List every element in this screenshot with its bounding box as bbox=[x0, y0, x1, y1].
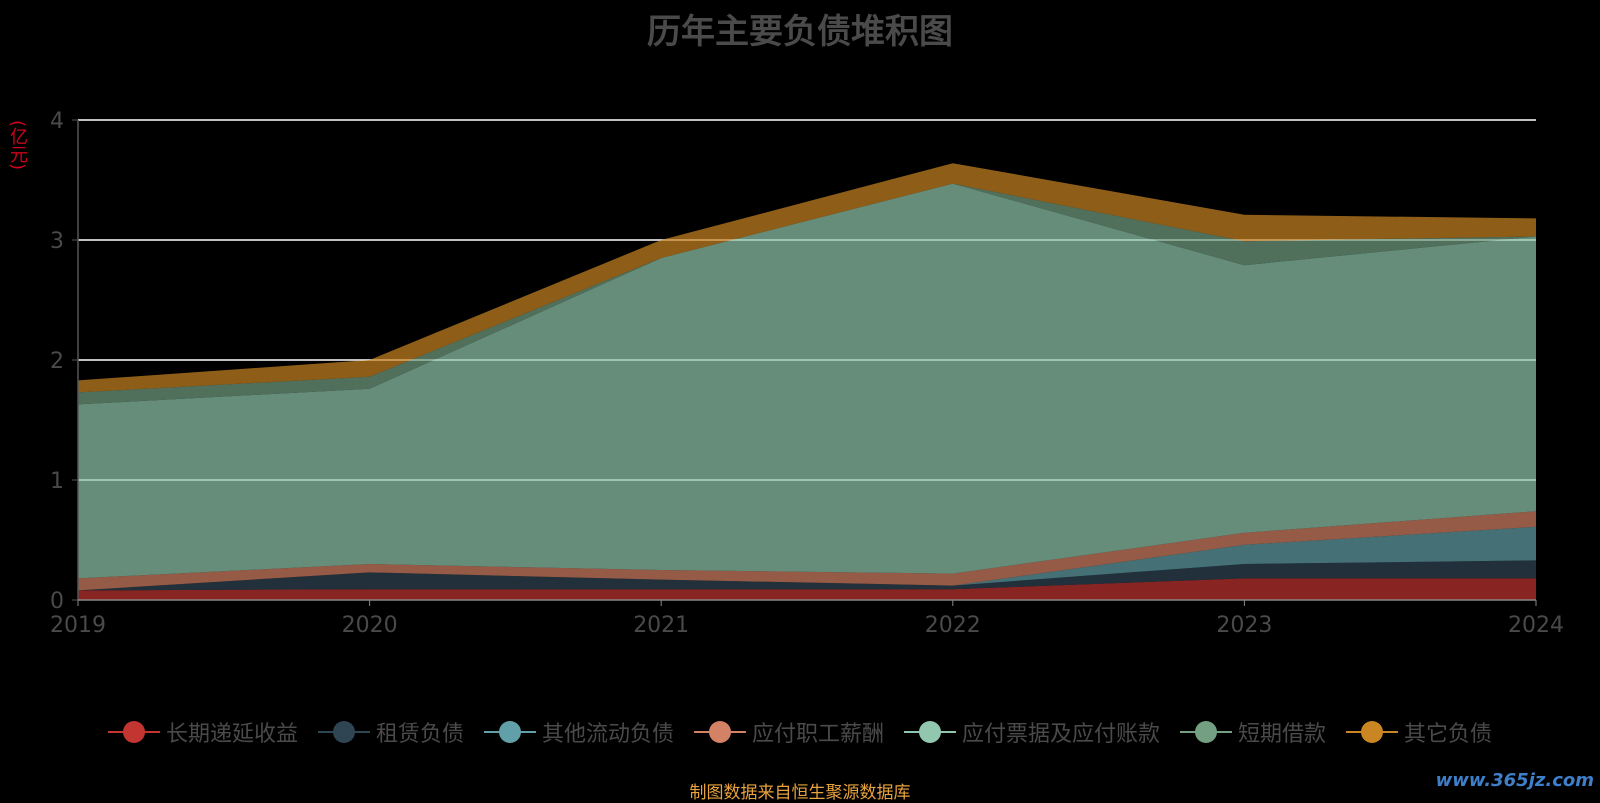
legend-label: 其他流动负债 bbox=[541, 722, 674, 747]
legend-item[interactable]: 租赁负债 bbox=[317, 716, 464, 748]
legend-label: 应付职工薪酬 bbox=[751, 722, 884, 747]
x-tick-label: 2019 bbox=[50, 613, 106, 638]
legend-item[interactable]: 长期递延收益 bbox=[107, 716, 298, 748]
area-series-4 bbox=[78, 183, 1536, 579]
legend-item[interactable]: 其他流动负债 bbox=[483, 716, 674, 748]
x-tick-label: 2024 bbox=[1508, 613, 1564, 638]
legend-label: 其它负债 bbox=[1404, 722, 1493, 747]
y-tick-label: 1 bbox=[50, 469, 64, 494]
legend-item[interactable]: 应付票据及应付账款 bbox=[904, 716, 1160, 748]
legend-label: 租赁负债 bbox=[375, 722, 464, 747]
area-series-6 bbox=[78, 163, 1536, 393]
legend-label: 长期递延收益 bbox=[165, 722, 298, 747]
area-series-1 bbox=[78, 560, 1536, 591]
stacked-area-chart: 0 1 2 3 4 2019 2020 2021 2022 2023 2024 bbox=[50, 109, 1564, 638]
y-tick-label: 2 bbox=[50, 349, 64, 374]
chart-title: 历年主要负债堆积图 bbox=[647, 12, 953, 52]
y-tick-label: 4 bbox=[50, 109, 64, 134]
area-series-group bbox=[78, 163, 1536, 600]
legend-marker-icon bbox=[1180, 720, 1233, 744]
area-series-2 bbox=[78, 526, 1536, 591]
legend-marker-icon bbox=[693, 720, 746, 744]
legend-marker-icon bbox=[1346, 720, 1399, 744]
y-tick-label: 0 bbox=[50, 589, 64, 614]
watermark: www.365jz.com bbox=[1435, 770, 1594, 791]
data-source-note: 制图数据来自恒生聚源数据库 bbox=[689, 783, 911, 803]
legend: 长期递延收益 租赁负债 其他流动负债 应付职工薪酬 应付票据及应付账款 短期借款 其它负债 bbox=[0, 716, 1600, 748]
y-tick-label: 3 bbox=[50, 229, 64, 254]
area-series-5 bbox=[78, 183, 1536, 405]
legend-marker-icon bbox=[904, 720, 956, 744]
x-tick-label: 2021 bbox=[633, 613, 689, 638]
x-tick-label: 2020 bbox=[342, 613, 398, 638]
legend-item[interactable]: 其它负债 bbox=[1346, 716, 1492, 748]
axes: 0 1 2 3 4 2019 2020 2021 2022 2023 2024 bbox=[50, 109, 1564, 638]
x-tick-label: 2022 bbox=[925, 613, 981, 638]
y-axis-unit-label: (亿元) bbox=[7, 120, 28, 171]
legend-marker-icon bbox=[317, 720, 370, 744]
x-tick-label: 2023 bbox=[1216, 613, 1272, 638]
legend-marker-icon bbox=[483, 720, 536, 744]
legend-item[interactable]: 短期借款 bbox=[1180, 716, 1326, 748]
legend-label: 应付票据及应付账款 bbox=[962, 722, 1161, 747]
legend-item[interactable]: 应付职工薪酬 bbox=[693, 716, 884, 748]
area-series-3 bbox=[78, 511, 1536, 591]
legend-label: 短期借款 bbox=[1238, 722, 1327, 747]
legend-marker-icon bbox=[107, 720, 160, 744]
